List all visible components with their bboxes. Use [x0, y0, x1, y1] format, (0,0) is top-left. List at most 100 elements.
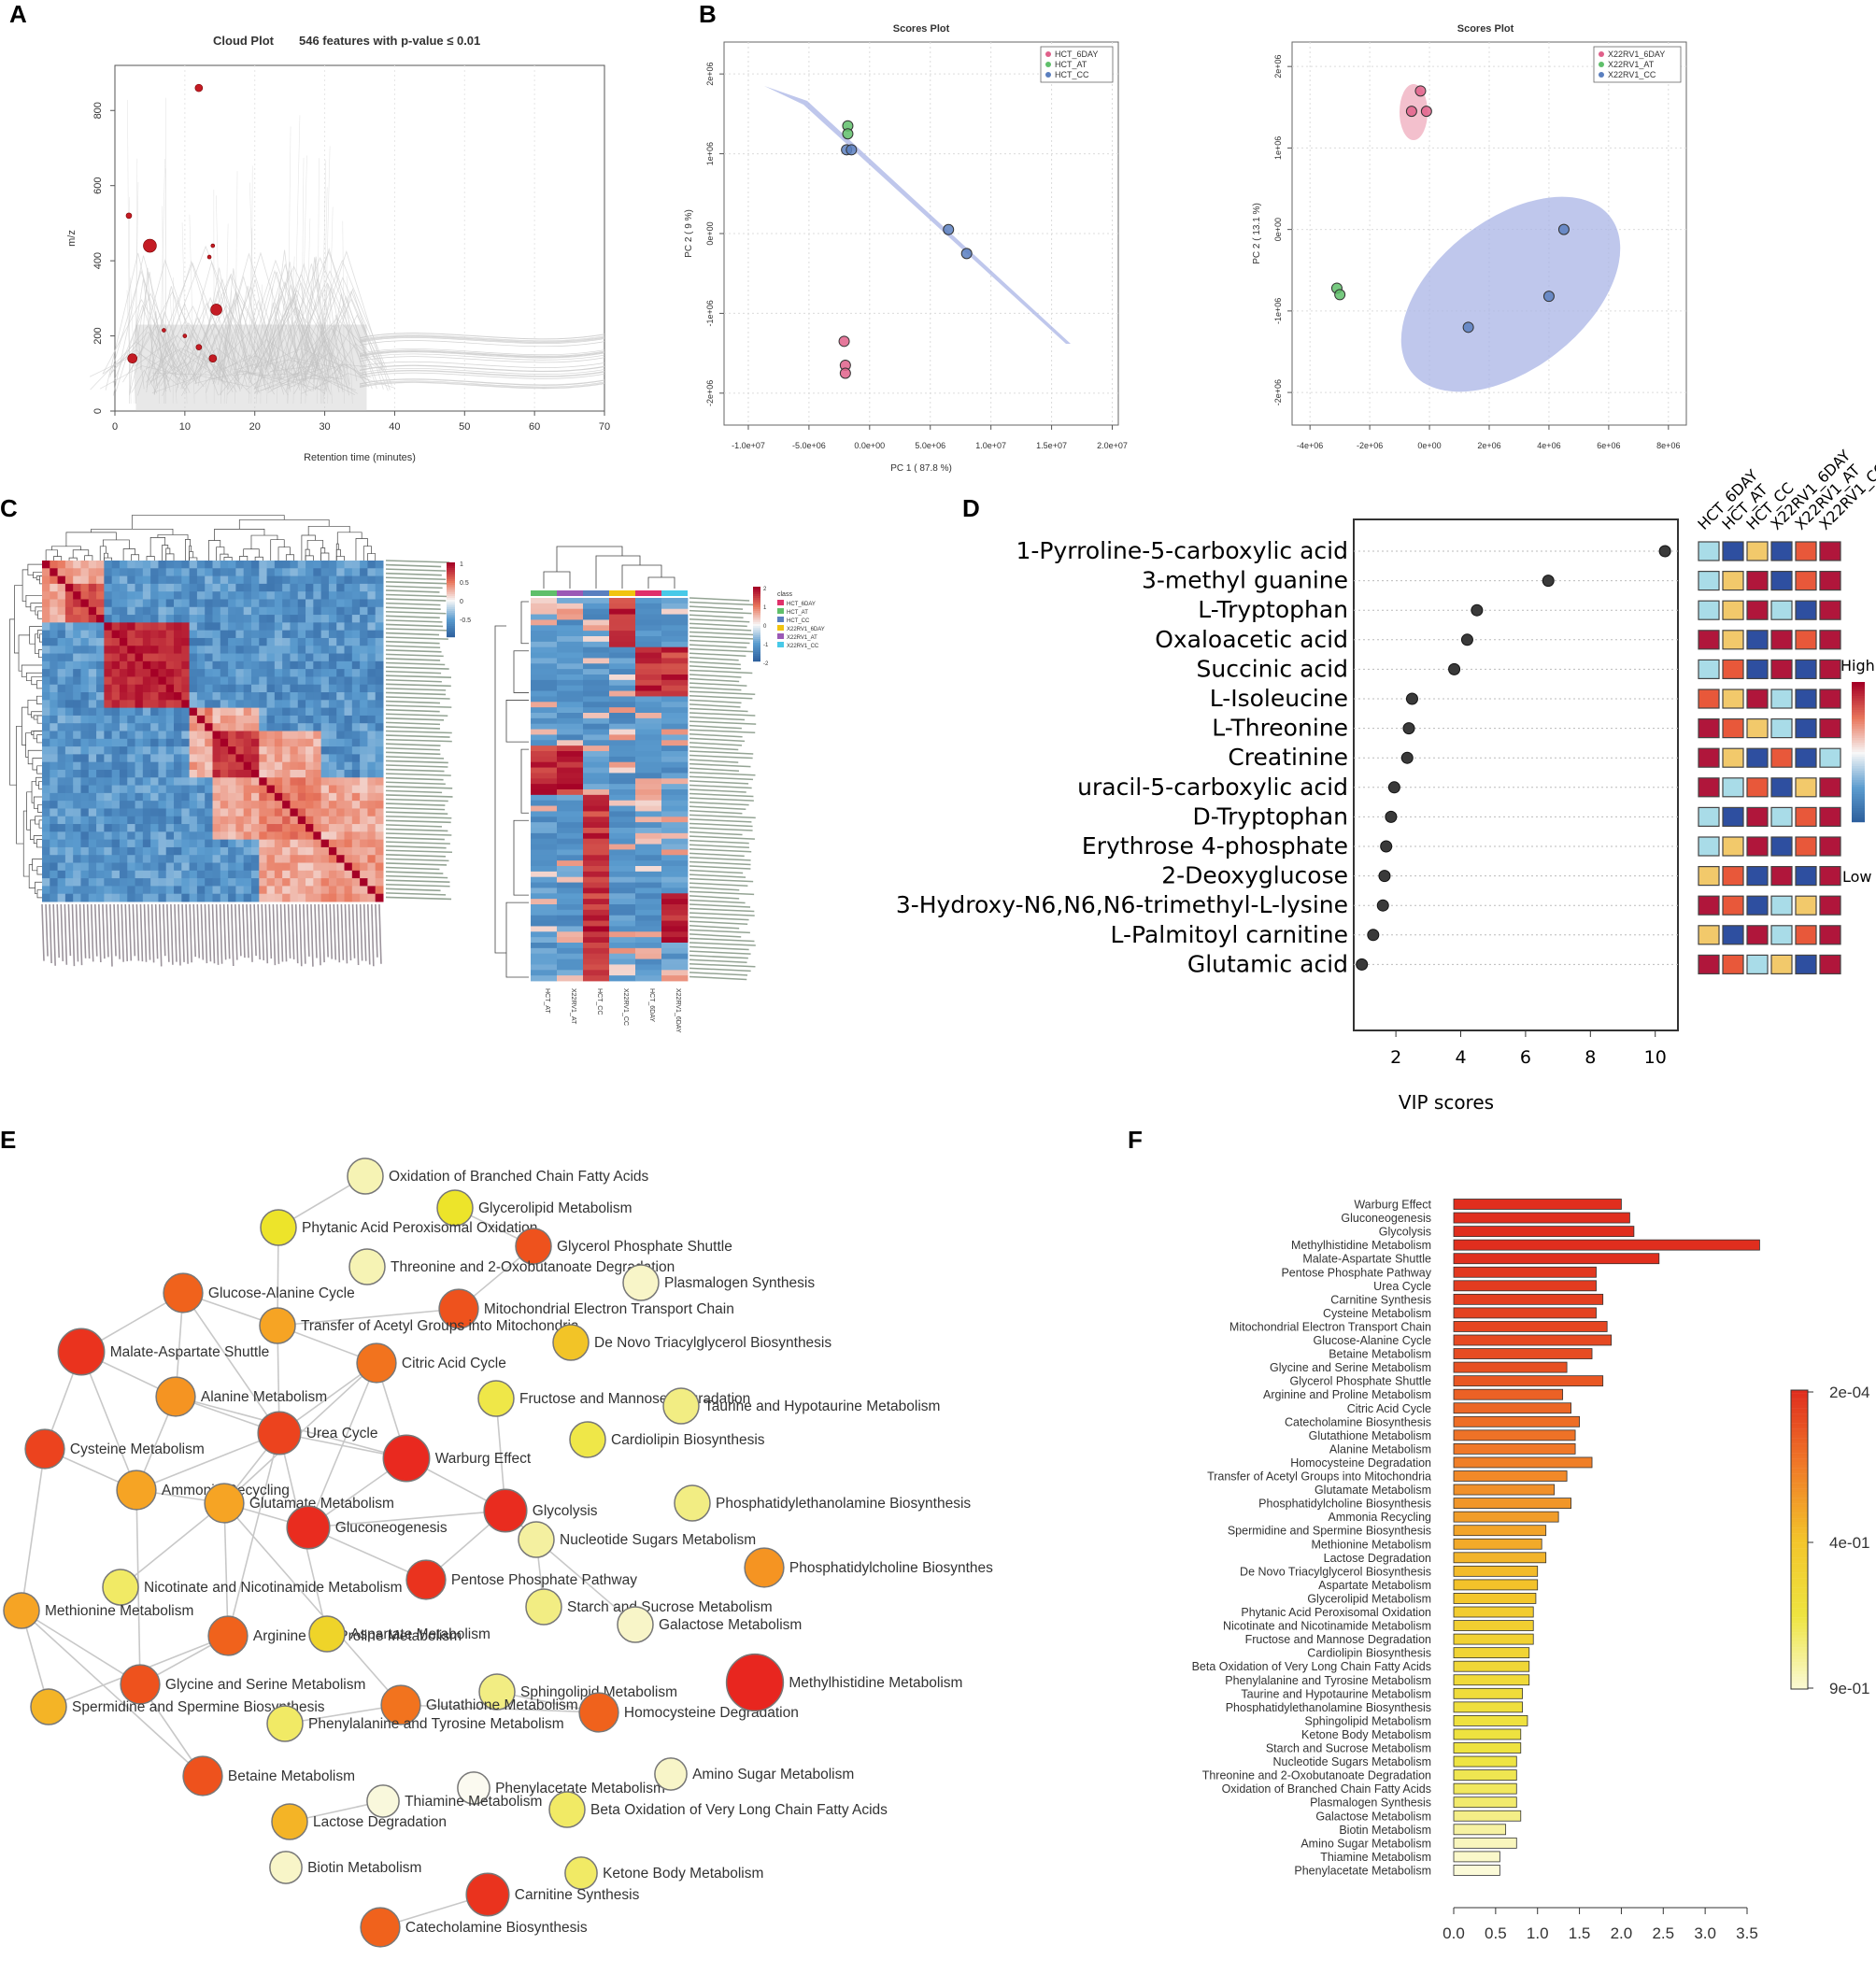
correlation-cell — [259, 839, 268, 848]
correlation-cell — [205, 684, 213, 693]
correlation-cell — [165, 684, 175, 693]
correlation-cell — [104, 893, 113, 902]
vip-heat-cell — [1795, 954, 1817, 975]
pathway-node — [674, 1484, 711, 1522]
class-heat-cell — [661, 669, 689, 675]
correlation-cell — [228, 669, 236, 677]
correlation-cell — [228, 637, 236, 646]
correlation-cell — [336, 839, 346, 848]
enrichment-legend-step — [1791, 1662, 1808, 1666]
feature-label-line — [385, 717, 445, 721]
correlation-cell — [367, 731, 377, 740]
correlation-cell — [181, 862, 191, 872]
correlation-cell — [297, 831, 306, 841]
vip-heat-cell — [1722, 865, 1744, 887]
correlation-cell — [205, 630, 213, 639]
feature-label-line — [98, 903, 102, 963]
class-heat-cell — [609, 876, 636, 883]
class-heat-cell — [583, 723, 610, 730]
class-feature-label-line — [689, 792, 754, 798]
correlation-cell — [212, 707, 221, 717]
correlation-cell — [274, 785, 283, 794]
correlation-cell — [119, 676, 128, 686]
correlation-cell — [96, 801, 105, 809]
correlation-cell — [250, 692, 260, 701]
correlation-cell — [119, 660, 128, 670]
enrichment-legend-step — [1791, 1476, 1808, 1481]
correlation-cell — [297, 606, 306, 616]
enrichment-legend-step — [1791, 1670, 1808, 1675]
pathway-edge — [227, 1432, 280, 1637]
class-feature-label-line — [689, 601, 756, 606]
vip-heat-cell — [1722, 541, 1744, 561]
enrichment-bar — [1453, 1525, 1547, 1537]
correlation-scale-tick: -0.5 — [460, 618, 471, 624]
cloud-plot-trace — [192, 277, 252, 385]
cloud-plot-spike — [287, 256, 295, 404]
correlation-cell — [80, 622, 90, 632]
correlation-cell — [50, 723, 59, 731]
correlation-cell — [88, 575, 97, 585]
correlation-cell — [282, 816, 291, 825]
feature-label-line — [385, 768, 445, 773]
correlation-cell — [266, 653, 276, 662]
correlation-cell — [73, 839, 81, 848]
correlation-cell — [196, 637, 206, 646]
class-heat-cell — [609, 926, 636, 932]
correlation-cell — [189, 808, 198, 817]
correlation-cell — [158, 646, 167, 655]
feature-label-line — [355, 903, 360, 965]
correlation-cell — [158, 660, 167, 670]
correlation-cell — [235, 761, 245, 771]
class-heat-cell — [635, 822, 662, 829]
correlation-cell — [142, 731, 151, 740]
feature-label-line — [385, 798, 448, 802]
class-heat-cell — [583, 734, 610, 741]
correlation-cell — [205, 777, 213, 787]
correlation-scale-step — [447, 624, 455, 627]
dendrogram-branch — [35, 881, 42, 895]
pathway-node-label: Transfer of Acetyl Groups into Mitochond… — [301, 1318, 579, 1334]
feature-label-line — [348, 903, 352, 961]
correlation-cell — [220, 808, 229, 817]
correlation-cell — [367, 808, 377, 817]
correlation-cell — [375, 801, 384, 809]
correlation-cell — [96, 808, 105, 817]
scores-plot-22rv1-ylabel: PC 2 ( 13.1 %) — [1252, 203, 1262, 264]
vip-scale-step — [1852, 796, 1865, 800]
class-heat-cell — [609, 975, 636, 982]
correlation-cell — [344, 777, 353, 787]
correlation-cell — [259, 561, 268, 569]
class-heat-cell — [661, 674, 689, 681]
dendrogram-branch — [32, 758, 42, 771]
correlation-cell — [220, 816, 229, 825]
vip-heat-cell — [1795, 600, 1817, 620]
correlation-cell — [42, 831, 50, 841]
vip-scale-step — [1852, 777, 1865, 781]
correlation-cell — [313, 846, 322, 856]
class-feature-label-line — [689, 712, 756, 717]
correlation-cell — [250, 761, 260, 771]
class-heat-cell — [583, 909, 610, 916]
cloud-plot-tail-trace — [359, 334, 605, 342]
class-heat-cell — [661, 663, 689, 670]
class-legend-title: class — [777, 591, 792, 598]
pathway-node-label: Catecholamine Biosynthesis — [405, 1920, 588, 1936]
class-heat-cell — [609, 723, 636, 730]
correlation-cell — [64, 630, 74, 639]
correlation-cell — [367, 653, 377, 662]
class-scale-step — [753, 658, 760, 660]
correlation-cell — [212, 754, 221, 763]
feature-label-line — [385, 819, 451, 824]
class-heat-cell — [635, 761, 662, 768]
class-heat-cell — [635, 828, 662, 834]
class-scale-step — [753, 650, 760, 653]
correlation-cell — [367, 615, 377, 623]
scores-plot-22rv1-title: Scores Plot — [1457, 23, 1514, 35]
correlation-cell — [73, 738, 81, 747]
correlation-cell — [274, 615, 283, 623]
class-column-label: HCT_AT — [544, 988, 550, 1014]
correlation-cell — [212, 824, 221, 832]
class-heat-cell — [531, 849, 558, 856]
feature-label-line — [359, 903, 363, 961]
